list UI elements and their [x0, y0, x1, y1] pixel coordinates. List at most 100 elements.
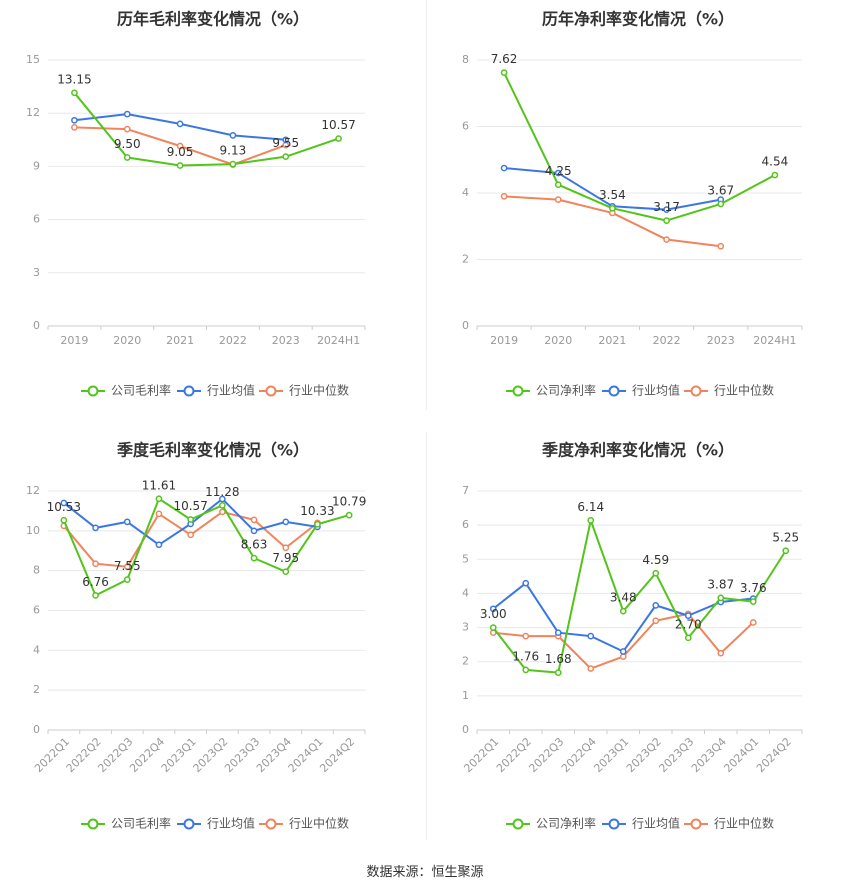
- data-point-company: [123, 576, 131, 583]
- legend-label: 公司毛利率: [111, 816, 171, 831]
- data-point-avg: [155, 541, 163, 549]
- data-point-company: [554, 181, 562, 189]
- data-point-avg: [554, 169, 562, 177]
- x-tick-label: 2022Q4: [559, 735, 599, 775]
- legend-label: 行业中位数: [289, 816, 349, 831]
- data-label: 6.76: [82, 575, 109, 589]
- y-tick-label: 4: [462, 586, 469, 599]
- y-tick-label: 12: [26, 106, 40, 119]
- legend-marker: [183, 818, 195, 830]
- data-label: 8.63: [241, 538, 268, 552]
- data-label: 10.57: [173, 499, 207, 513]
- x-tick-label: 2024H1: [753, 334, 796, 347]
- x-tick-label: 2024Q2: [317, 735, 357, 775]
- data-label: 10.33: [300, 504, 334, 518]
- data-point-company: [92, 592, 99, 599]
- data-label: 3.76: [740, 581, 767, 595]
- y-tick-label: 2: [462, 655, 469, 668]
- data-label: 4.59: [642, 553, 669, 567]
- data-point-avg: [587, 632, 595, 640]
- data-label: 3.67: [707, 183, 734, 197]
- chart-title: 季度毛利率变化情况（%）: [116, 441, 309, 460]
- data-label: 4.54: [762, 155, 789, 169]
- y-tick-label: 3: [33, 266, 40, 279]
- series-line-company: [503, 72, 776, 222]
- data-point-avg: [554, 629, 562, 637]
- y-tick-label: 4: [33, 643, 40, 656]
- data-point-company: [684, 634, 692, 642]
- data-label: 10.53: [47, 500, 81, 514]
- y-tick-label: 5: [462, 552, 469, 565]
- legend-item-median: 行业中位数: [259, 383, 349, 398]
- x-tick-label: 2022: [219, 334, 247, 347]
- data-label: 11.61: [142, 478, 176, 492]
- legend-item-company: 公司毛利率: [81, 816, 171, 831]
- x-tick-label: 2019: [490, 334, 518, 347]
- y-tick-label: 10: [26, 524, 40, 537]
- x-tick-label: 2022Q1: [461, 735, 501, 775]
- data-point-avg: [71, 116, 78, 124]
- data-point-avg: [489, 605, 497, 613]
- legend-marker: [690, 818, 702, 830]
- data-point-median: [250, 516, 258, 524]
- y-tick-label: 8: [33, 564, 40, 577]
- legend-item-avg: 行业均值: [177, 816, 255, 831]
- legend-label: 行业中位数: [714, 816, 774, 831]
- data-label: 10.57: [321, 118, 355, 132]
- x-tick-label: 2020: [113, 334, 141, 347]
- data-point-median: [187, 531, 194, 539]
- data-point-company: [771, 171, 779, 179]
- data-label: 6.14: [577, 500, 604, 514]
- data-label: 9.55: [272, 136, 299, 150]
- chart-panel-4: 季度净利率变化情况（%）012345672022Q12022Q22022Q320…: [461, 441, 803, 831]
- y-tick-label: 6: [33, 213, 40, 226]
- data-label: 7.95: [272, 551, 299, 565]
- legend-marker: [690, 385, 702, 397]
- data-point-company: [187, 516, 194, 523]
- legend-label: 行业中位数: [714, 383, 774, 398]
- data-point-avg: [500, 164, 508, 172]
- data-point-company: [314, 520, 321, 528]
- legend-item-median: 行业中位数: [259, 816, 349, 831]
- data-point-company: [609, 204, 616, 212]
- legend-marker: [512, 385, 524, 397]
- data-point-company: [345, 511, 353, 519]
- legend-item-median: 行业中位数: [684, 816, 774, 831]
- chart-panel-3: 季度毛利率变化情况（%）0246810122022Q12022Q22022Q32…: [26, 441, 366, 831]
- x-tick-label: 2023Q4: [689, 735, 729, 775]
- data-point-avg: [219, 495, 226, 503]
- y-tick-label: 0: [462, 319, 469, 332]
- panel-divider-top: [426, 0, 427, 410]
- data-label: 9.13: [220, 144, 247, 158]
- y-tick-label: 8: [462, 53, 469, 66]
- data-point-avg: [92, 524, 99, 532]
- data-point-median: [123, 125, 131, 133]
- legend-marker: [608, 385, 620, 397]
- legend: 公司净利率 行业均值 行业中位数: [506, 816, 774, 831]
- y-tick-label: 0: [462, 723, 469, 736]
- y-tick-label: 6: [462, 518, 469, 531]
- data-point-company: [155, 495, 163, 503]
- data-point-company: [229, 160, 237, 168]
- data-point-avg: [60, 499, 68, 507]
- legend-marker: [608, 818, 620, 830]
- x-tick-label: 2023Q3: [656, 735, 696, 775]
- data-point-company: [489, 624, 497, 631]
- data-label: 13.15: [57, 72, 91, 86]
- chart-title: 季度净利率变化情况（%）: [541, 441, 734, 460]
- data-point-company: [176, 162, 184, 169]
- data-point-company: [717, 200, 725, 208]
- chart-title: 历年毛利率变化情况（%）: [117, 10, 309, 29]
- data-point-median: [282, 544, 290, 552]
- data-point-avg: [282, 136, 290, 144]
- y-tick-label: 6: [33, 604, 40, 617]
- data-label: 1.68: [545, 652, 572, 666]
- legend-marker: [265, 385, 277, 397]
- data-point-median: [155, 510, 163, 518]
- legend: 公司毛利率 行业均值 行业中位数: [81, 383, 349, 398]
- data-point-company: [335, 135, 342, 142]
- x-tick-label: 2021: [598, 334, 626, 347]
- y-tick-label: 12: [26, 484, 40, 497]
- chart-panel-1: 历年毛利率变化情况（%） 0 3 6 9 12 15 2019 2020 2021 2022 2023…: [26, 10, 366, 398]
